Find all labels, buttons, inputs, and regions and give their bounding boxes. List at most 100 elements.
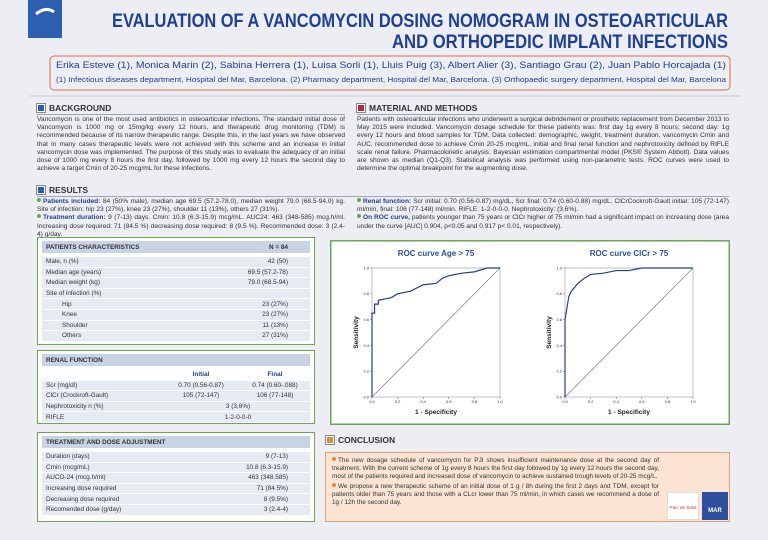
heading-icon (36, 103, 46, 113)
column-header: Final (267, 371, 283, 379)
table-row: Median weight (kg) 79.0 (68.5-94) (42, 278, 310, 289)
conclusion-box: The new dosage schedule of vancomycin fo… (325, 452, 730, 522)
row-value: 10.8 (6.3-15.9) (246, 463, 288, 471)
bullet-dot (37, 214, 41, 219)
bullet-lead: Treatment duration: (43, 214, 106, 222)
row-value: 463 (348.585) (248, 474, 288, 482)
bullet-dot (332, 457, 336, 461)
bullet-lead: On ROC curve, (363, 214, 410, 222)
chart-title: ROC curve Age > 75 (398, 249, 475, 258)
table-row: Male, n (%) 42 (50) (42, 257, 310, 268)
x-axis-label: 1 - Specificity (608, 409, 650, 416)
x-tick-label: 0.2 (395, 399, 401, 404)
table-header: RENAL FUNCTION (42, 354, 310, 367)
header-cell: TREATMENT AND DOSE ADJUSTMENT (46, 438, 166, 446)
row-label: Median age (years) (46, 268, 102, 276)
heading-text: BACKGROUND (49, 103, 112, 113)
x-tick-label: 0.2 (588, 399, 594, 404)
row-label: RIFLE (46, 413, 65, 421)
affiliations: (1) Infectious diseases department, Hosp… (56, 75, 727, 84)
row-label: Male, n (%) (46, 258, 79, 266)
logo-parc: Parc de Salut (667, 492, 699, 520)
table-header: TREATMENT AND DOSE ADJUSTMENT (42, 436, 310, 449)
treatment-table: TREATMENT AND DOSE ADJUSTMENT Duration (d… (37, 432, 315, 522)
table-row: ClCr (Crockroft-Gault) 105 (72-147) 106 (7… (42, 391, 310, 402)
heading-text: RESULTS (49, 185, 89, 195)
table-row: Recomended dose (g/day) 3 (2.4-4) (42, 504, 310, 516)
row-value: 9 (7-13) (265, 453, 288, 461)
y-tick-label: 0.4 (556, 343, 562, 348)
row-label: Recomended dose (g/day) (46, 506, 122, 514)
row-value: 69.5 (57.2-78) (247, 268, 288, 276)
row-label: Knee (62, 311, 77, 319)
table-row: Cmin (mcg/mL) 10.8 (6.3-15.9) (42, 462, 310, 474)
row-value: 79.0 (68.5-94) (247, 279, 288, 287)
x-tick-label: 0.8 (472, 399, 478, 404)
title-line: AND ORTHOPEDIC IMPLANT INFECTIONS (392, 32, 728, 53)
reference-line (371, 267, 501, 398)
section-heading: RESULTS (36, 185, 729, 197)
y-tick-label: 0.8 (556, 291, 562, 296)
bullet-dot (357, 198, 361, 202)
column-header: Initial (192, 371, 210, 379)
y-axis-label: Sensitivity (546, 316, 553, 349)
bullet: The new dosage schedule of vancomycin fo… (332, 457, 659, 481)
section-heading: MATERIAL AND METHODS (356, 103, 729, 115)
y-tick-label: 0.6 (556, 317, 562, 322)
bullet: Renal function: Scr initial: 0.70 (0.56-… (357, 198, 729, 214)
background-text: Vancomycin is one of the most used antib… (37, 116, 345, 173)
x-axis-label: 1 - Specificity (415, 409, 457, 416)
row-label: Decreasing dose required (46, 495, 120, 503)
patients-table: PATIENTS CHARACTERISTICS N = 84 Male, n (%… (37, 237, 315, 345)
bullet-dot (37, 198, 41, 202)
row-value: 27 (31%) (262, 332, 288, 340)
x-tick-label: 0.6 (446, 399, 452, 404)
table-header: PATIENTS CHARACTERISTICS N = 84 (42, 241, 310, 254)
y-tick-label: 0.0 (363, 394, 369, 399)
table-row: RIFLE 1-2-0-0-0 (42, 412, 310, 423)
title-line: EVALUATION OF A VANCOMYCIN DOSING NOMOGR… (112, 11, 728, 32)
y-tick-label: 0.6 (363, 317, 369, 322)
table-row: Knee 23 (27%) (42, 309, 310, 321)
bullet-text: patients younger than 75 years or ClCr h… (357, 214, 729, 230)
bullet-text: The new dosage schedule of vancomycin fo… (332, 457, 659, 480)
bullet: Treatment duration: 9 (7-13) days. Cmin:… (37, 214, 345, 239)
y-tick-label: 0.2 (556, 369, 562, 374)
results-right: Renal function: Scr initial: 0.70 (0.56-… (357, 198, 729, 231)
row-value: 3 (3,6%) (225, 403, 251, 411)
row-value: 0.70 (0.56-0.87) (178, 381, 224, 389)
header-cell: N = 84 (268, 243, 288, 251)
x-tick-label: 1.0 (497, 399, 503, 404)
bullet-text: We propose a new therapeutic scheme of a… (332, 482, 659, 506)
corner-icon (35, 7, 55, 16)
row-label: Scr (mg/dl) (46, 381, 78, 389)
y-tick-label: 1.0 (556, 265, 562, 270)
row-label: Cmin (mcg/mL) (46, 463, 90, 471)
table-row: Shoulder 11 (13%) (42, 320, 310, 332)
bullet-text: 84 (50% male), median age 69.5 (57.2-78.… (37, 198, 345, 214)
row-value: 11 (13%) (262, 321, 288, 329)
logo-mar: MAR (702, 492, 728, 520)
row-label: Nephrotoxicity n (%) (46, 403, 104, 411)
x-tick-label: 0.6 (639, 399, 645, 404)
header-cell: RENAL FUNCTION (46, 356, 103, 364)
authors: Erika Esteve (1), Monica Marin (2), Sabi… (56, 60, 726, 70)
row-label: Duration (days) (46, 453, 90, 461)
table-row: Scr (mg/dl) 0.70 (0.56-0.87) 0.74 (0.60-.0… (42, 380, 310, 392)
row-label: AUCO-24 (mcg.h/ml) (46, 474, 106, 482)
row-value: 42 (50) (267, 258, 288, 266)
x-tick-label: 0.0 (562, 399, 568, 404)
row-value: 23 (27%) (262, 300, 288, 308)
x-tick-label: 0.0 (369, 399, 375, 404)
table-row: AUCO-24 (mcg.h/ml) 463 (348.585) (42, 473, 310, 484)
header-graphics: EVALUATION OF A VANCOMYCIN DOSING NOMOGR… (28, 0, 740, 97)
x-tick-label: 1.0 (690, 399, 696, 404)
row-label: Others (62, 332, 82, 340)
bullet-lead: Renal function: (363, 198, 412, 205)
authors-box (49, 55, 731, 91)
table-row: Median age (years) 69.5 (57.2-78) (42, 267, 310, 279)
y-tick-label: 0.0 (556, 394, 562, 399)
y-tick-label: 0.8 (363, 291, 369, 296)
header-cell: PATIENTS CHARACTERISTICS (46, 243, 140, 251)
